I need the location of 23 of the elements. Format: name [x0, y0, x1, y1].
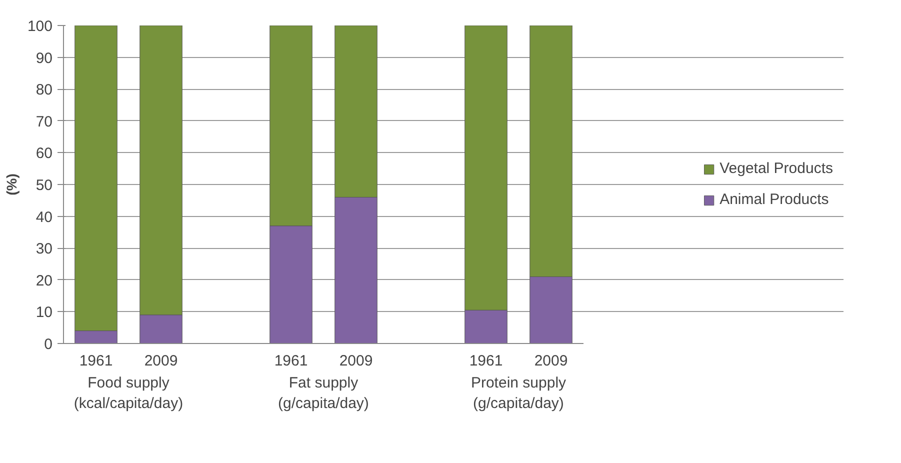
y-tick-label: 70: [36, 113, 53, 130]
x-tick-label: 2009: [339, 352, 373, 370]
x-tick-label: 1961: [469, 352, 503, 370]
text: Fat supply (g/capita/day): [278, 374, 369, 412]
y-axis-title: (%): [3, 174, 20, 196]
legend-label: Animal Products: [720, 191, 829, 208]
legend-label: Vegetal Products: [720, 160, 833, 177]
y-tick-label: 30: [36, 240, 53, 258]
y-tick-label: 0: [44, 336, 52, 353]
x-tick-label: 2009: [534, 352, 568, 370]
y-tick-label: 100: [27, 18, 53, 35]
y-tick-label: 90: [36, 50, 53, 67]
text: Food supply (kcal/capita/day): [74, 374, 184, 412]
y-tick-label: 50: [36, 177, 53, 194]
y-tick-label: 60: [36, 145, 53, 162]
x-tick-label: 1961: [79, 352, 113, 370]
y-tick-label: 20: [36, 272, 53, 290]
y-tick-label: 10: [36, 304, 53, 322]
x-tick-label: 1961: [274, 352, 308, 370]
x-tick-label: 2009: [144, 352, 178, 370]
text: Protein supply (g/capita/day): [470, 374, 567, 412]
y-tick-label: 40: [36, 208, 53, 226]
y-tick-label: 80: [36, 82, 53, 99]
